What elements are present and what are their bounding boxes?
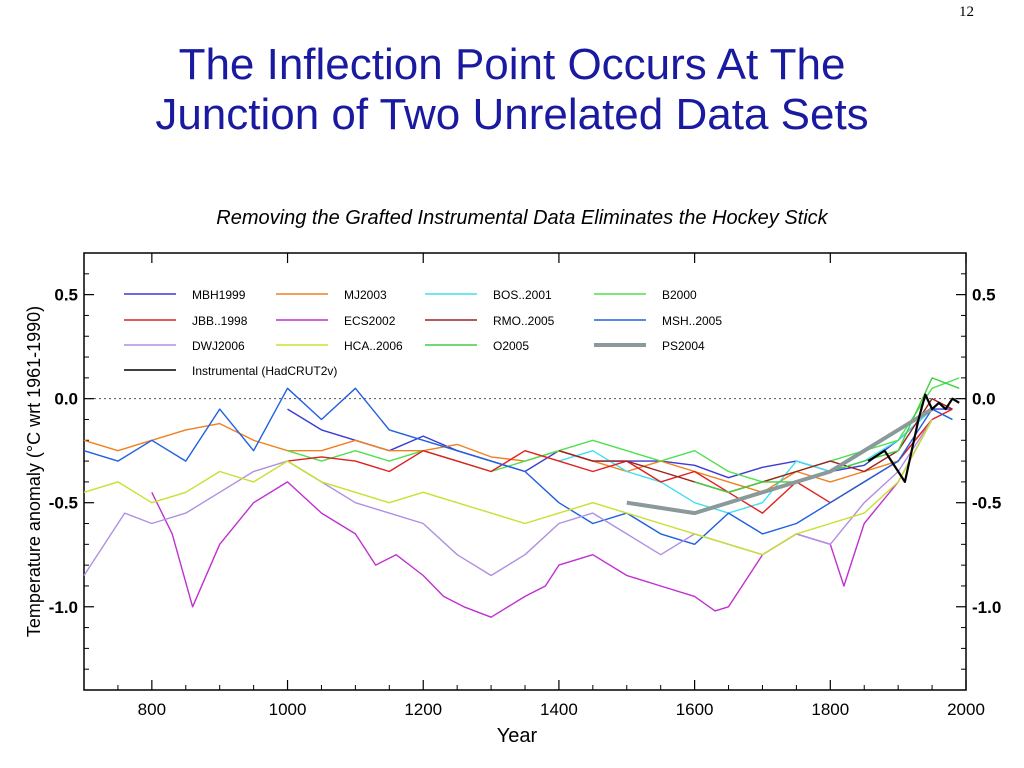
x-tick-label-1600: 1600 bbox=[676, 700, 714, 719]
slide-title: The Inflection Point Occurs At The Junct… bbox=[0, 40, 1024, 140]
x-tick-label-800: 800 bbox=[138, 700, 166, 719]
series-line-9 bbox=[83, 419, 933, 556]
y-tick-label-right: -0.5 bbox=[972, 494, 1001, 513]
slide-title-line-2: Junction of Two Unrelated Data Sets bbox=[155, 90, 869, 139]
x-tick-label-1800: 1800 bbox=[811, 700, 849, 719]
legend-label-10: O2005 bbox=[493, 339, 529, 353]
slide-title-line-1: The Inflection Point Occurs At The bbox=[178, 40, 846, 89]
series-line-8 bbox=[83, 419, 933, 577]
legend-label-12: Instrumental (HadCRUT2v) bbox=[192, 364, 337, 378]
chart-subtitle: Removing the Grafted Instrumental Data E… bbox=[216, 207, 828, 229]
legend-label-4: JBB..1998 bbox=[192, 314, 248, 328]
y-tick-label-right: 0.5 bbox=[972, 286, 996, 305]
x-tick-label-2000: 2000 bbox=[947, 700, 985, 719]
y-axis-label: Temperature anomaly (°C wrt 1961-1990) bbox=[24, 306, 44, 637]
legend-label-2: BOS..2001 bbox=[493, 288, 552, 302]
legend-label-7: MSH..2005 bbox=[662, 314, 722, 328]
x-tick-label-1000: 1000 bbox=[269, 700, 307, 719]
legend-label-1: MJ2003 bbox=[344, 288, 387, 302]
temperature-chart: 800 1000 1200 1400 1600 1800 2000 0.5 0.5 0.0 0.0 -… bbox=[24, 252, 1001, 747]
legend-label-3: B2000 bbox=[662, 288, 697, 302]
x-tick-label-1400: 1400 bbox=[540, 700, 578, 719]
legend-label-9: HCA..2006 bbox=[344, 339, 403, 353]
series-line-6 bbox=[558, 397, 953, 493]
y-tick-label-left: 0.5 bbox=[54, 286, 78, 305]
y-tick-label-right: -1.0 bbox=[972, 598, 1001, 617]
x-tick-label-1200: 1200 bbox=[404, 700, 442, 719]
legend-label-8: DWJ2006 bbox=[192, 339, 245, 353]
series-line-11 bbox=[626, 407, 934, 516]
slide-number: 12 bbox=[959, 4, 974, 20]
y-tick-label-left: 0.0 bbox=[54, 390, 78, 409]
legend-label-6: RMO..2005 bbox=[493, 314, 555, 328]
series-line-3 bbox=[287, 377, 960, 483]
legend-label-0: MBH1999 bbox=[192, 288, 246, 302]
y-tick-label-right: 0.0 bbox=[972, 390, 996, 409]
legend-label-11: PS2004 bbox=[662, 339, 705, 353]
x-axis-label: Year bbox=[497, 725, 538, 747]
y-tick-label-left: -0.5 bbox=[49, 494, 78, 513]
y-tick-label-left: -1.0 bbox=[49, 598, 78, 617]
legend-label-5: ECS2002 bbox=[344, 314, 396, 328]
series-line-7 bbox=[83, 387, 953, 545]
series-line-12 bbox=[867, 393, 960, 483]
series-line-1 bbox=[83, 419, 933, 493]
